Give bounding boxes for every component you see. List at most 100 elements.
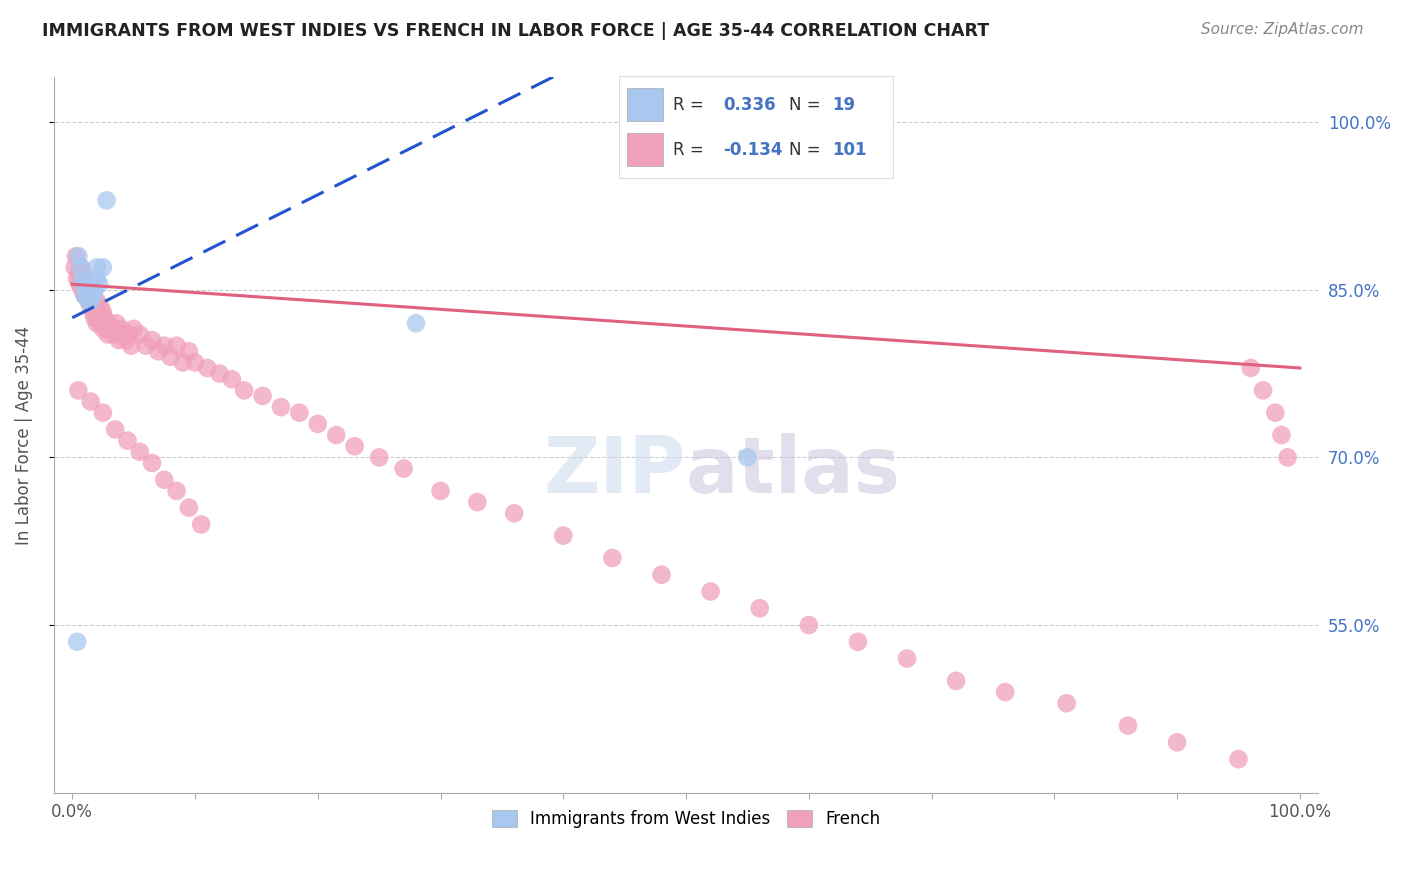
Point <box>67 266 90 280</box>
Point <box>108 333 131 347</box>
Point <box>98 316 121 330</box>
Point <box>153 338 176 352</box>
Point <box>79 277 101 292</box>
Point <box>91 260 114 275</box>
Point <box>737 450 759 465</box>
Point <box>1270 428 1292 442</box>
Point <box>90 316 112 330</box>
Point <box>86 271 108 285</box>
Point <box>184 355 207 369</box>
Point <box>233 384 256 398</box>
Point <box>325 428 347 442</box>
Point <box>1251 384 1274 398</box>
Point <box>148 344 170 359</box>
Point <box>120 338 142 352</box>
Point <box>110 322 132 336</box>
Point <box>166 483 188 498</box>
Text: R =: R = <box>673 141 704 159</box>
Point <box>159 350 181 364</box>
Point <box>70 271 93 285</box>
Point <box>80 293 103 308</box>
Point <box>76 283 98 297</box>
Point <box>73 277 96 292</box>
Point <box>112 327 135 342</box>
Point <box>118 327 141 342</box>
Point <box>105 316 128 330</box>
Point <box>66 271 89 285</box>
Point <box>67 249 90 263</box>
Point <box>429 483 451 498</box>
Point <box>87 305 110 319</box>
Text: N =: N = <box>789 95 820 113</box>
Point <box>96 322 118 336</box>
Text: N =: N = <box>789 141 820 159</box>
Point <box>100 322 122 336</box>
Point <box>122 322 145 336</box>
Point <box>73 288 96 302</box>
Point <box>221 372 243 386</box>
Point <box>97 327 120 342</box>
Legend: Immigrants from West Indies, French: Immigrants from West Indies, French <box>485 803 887 834</box>
Point <box>392 461 415 475</box>
Text: ZIP: ZIP <box>544 433 686 508</box>
Text: -0.134: -0.134 <box>723 141 782 159</box>
Point <box>1264 406 1286 420</box>
Point <box>77 293 100 308</box>
Point <box>73 271 96 285</box>
Point <box>135 338 157 352</box>
Point <box>177 500 200 515</box>
Text: Source: ZipAtlas.com: Source: ZipAtlas.com <box>1201 22 1364 37</box>
Point <box>896 651 918 665</box>
Point <box>91 406 114 420</box>
Point <box>73 288 96 302</box>
Point <box>89 277 111 292</box>
Point <box>73 277 96 292</box>
Text: 0.336: 0.336 <box>723 95 776 113</box>
Point <box>79 300 101 314</box>
Point <box>699 584 721 599</box>
Point <box>89 300 111 314</box>
Point <box>1166 735 1188 749</box>
Point <box>650 567 672 582</box>
Point <box>208 367 231 381</box>
Point <box>86 316 108 330</box>
Point <box>343 439 366 453</box>
Point <box>1227 752 1250 766</box>
Point <box>190 517 212 532</box>
Text: IMMIGRANTS FROM WEST INDIES VS FRENCH IN LABOR FORCE | AGE 35-44 CORRELATION CHA: IMMIGRANTS FROM WEST INDIES VS FRENCH IN… <box>42 22 990 40</box>
Point <box>748 601 770 615</box>
Point <box>69 260 91 275</box>
Point <box>553 528 575 542</box>
Point <box>945 673 967 688</box>
Point <box>177 344 200 359</box>
Point <box>89 310 111 325</box>
Point <box>66 634 89 648</box>
Point <box>195 361 218 376</box>
Point <box>96 194 118 208</box>
Point <box>270 400 292 414</box>
Point <box>252 389 274 403</box>
Point <box>153 473 176 487</box>
Point <box>82 288 104 302</box>
Point <box>602 551 624 566</box>
Point <box>288 406 311 420</box>
Point <box>79 293 101 308</box>
FancyBboxPatch shape <box>627 133 662 166</box>
Point <box>467 495 489 509</box>
Point <box>67 384 90 398</box>
Point <box>69 260 91 275</box>
Y-axis label: In Labor Force | Age 35-44: In Labor Force | Age 35-44 <box>15 326 32 545</box>
Text: atlas: atlas <box>686 433 901 508</box>
Point <box>503 506 526 520</box>
Text: 19: 19 <box>832 95 856 113</box>
Point <box>846 634 869 648</box>
Point <box>307 417 329 431</box>
Point <box>70 271 93 285</box>
Point <box>75 277 97 292</box>
Text: R =: R = <box>673 95 704 113</box>
Point <box>86 260 108 275</box>
Point <box>91 305 114 319</box>
Point <box>83 310 105 325</box>
Point <box>166 338 188 352</box>
Point <box>115 333 138 347</box>
